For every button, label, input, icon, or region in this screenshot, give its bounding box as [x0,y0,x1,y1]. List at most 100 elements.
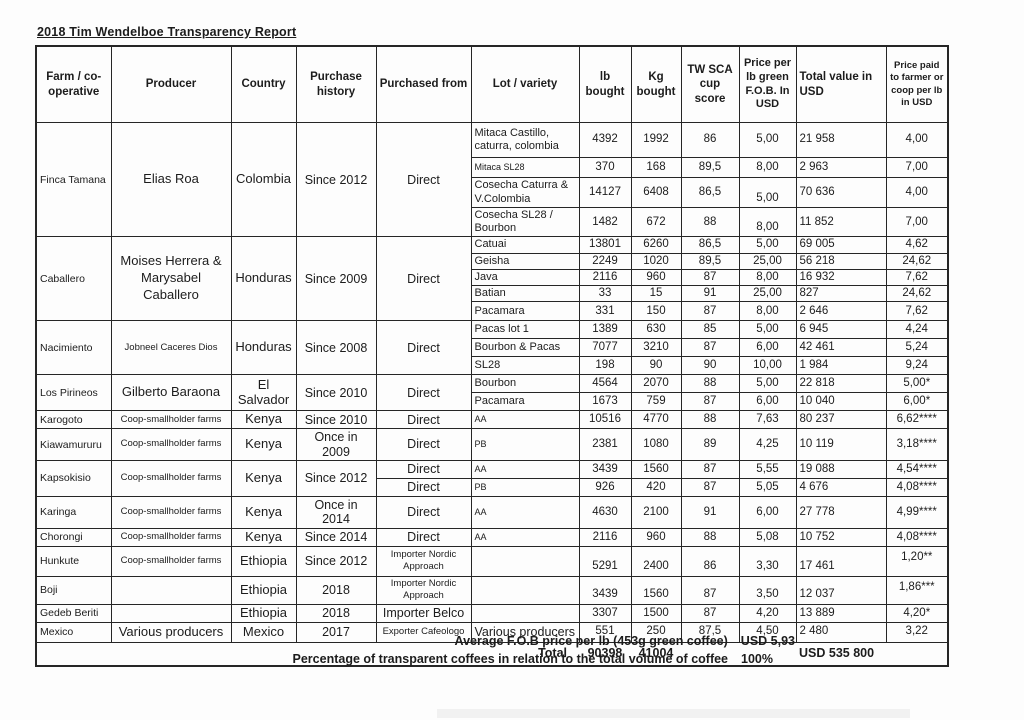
score-cell: 86 [680,122,740,158]
lot-cell: Bourbon & Pacas [470,338,580,358]
table-row: SL28 198 90 90 10,00 1 984 9,24 [36,356,949,376]
lot-cell: Pacamara [470,392,580,412]
score-cell: 89 [680,428,740,461]
kg-cell: 672 [630,206,682,238]
kg-cell: 960 [630,527,682,547]
lot-cell: Cosecha SL28 / Bourbon [470,206,580,238]
table-row: Los Pirineos Gilberto Baraona El Salvador S… [35,374,949,412]
lb-cell: 3439 [578,575,632,605]
lb-cell: 33 [578,285,632,303]
table-row: Batian 33 15 91 25,00 827 24,62 [36,285,949,303]
farmer-cell: 24,62 [885,285,949,303]
col-header-kg: Kg bought [630,45,682,123]
lb-cell: 4630 [578,495,632,529]
lot-cell: Pacamara [470,301,580,322]
table-row: Pacamara 1673 759 87 6,00 10 040 6,00* [36,392,949,412]
price-cell: 25,00 [738,285,797,303]
price-cell: 5,00 [738,122,797,158]
lb-cell: 370 [578,157,632,178]
kg-cell: 6260 [630,236,682,254]
transparency-pct-label: Percentage of transparent coffees in rel… [292,652,729,666]
kg-cell: 1500 [630,603,682,623]
price-cell: 4,50 [738,621,797,643]
table-header: Farm / co-operative Producer Country Purcha… [35,45,949,123]
total-cell: 6 945 [795,320,887,340]
total-cell: 56 218 [795,252,887,270]
producer-cell: Coop-smallholder farms [110,410,232,430]
total-cell: 2 646 [795,301,887,322]
total-cell: 22 818 [795,374,887,394]
lb-cell: 1673 [578,392,632,412]
total-cell: 2 480 [795,621,887,643]
country-cell: Kenya [230,495,297,529]
table-body: Finca Tamana Elias Roa Colombia Since 2012 D… [35,121,949,666]
farm-cell: Karinga [35,495,112,529]
price-cell: 5,00 [738,236,797,254]
lb-cell: 4392 [578,122,632,158]
table-row: Karogoto Coop-smallholder farms Kenya Since… [35,410,949,430]
col-header-lot: Lot / variety [470,45,580,123]
totals-lb: 90398 [587,646,623,661]
total-cell: 4 676 [795,477,887,497]
table-row: Chorongi Coop-smallholder farms Kenya Since… [35,527,949,547]
score-cell: 86 [680,545,740,577]
avg-fob-line: Average F.O.B price per lb (453g green c… [35,634,795,648]
lot-cell: AA [470,495,580,529]
farmer-cell: 4,00 [885,122,949,158]
total-cell: 80 237 [795,410,887,430]
kg-cell: 90 [630,356,682,376]
table-row: Hunkute Coop-smallholder farms Ethiopia Sin… [35,545,949,577]
lot-cell: AA [470,527,580,547]
score-cell: 87 [680,477,740,497]
score-cell: 86,5 [680,236,740,254]
lot-cell: AA [470,410,580,430]
from-cell: Direct [375,495,472,529]
history-cell: 2018 [295,575,377,605]
total-cell: 69 005 [795,236,887,254]
totals-kg: 41004 [638,646,674,661]
price-cell: 8,00 [738,157,797,178]
farmer-cell: 1,20** [885,545,949,577]
from-cell: Importer Nordic Approach [375,545,472,577]
lot-cell: Geisha [470,252,580,270]
country-cell: Kenya [230,459,297,497]
price-cell: 5,00 [738,177,797,208]
price-cell: 8,00 [738,301,797,322]
price-cell: 6,00 [738,338,797,358]
kg-cell: 1020 [630,252,682,270]
producer-cell: Coop-smallholder farms [110,459,232,497]
producer-cell: Coop-smallholder farms [110,545,232,577]
total-cell: 10 752 [795,527,887,547]
total-cell: 70 636 [795,177,887,208]
total-cell: 11 852 [795,206,887,238]
farm-cell: Finca Tamana [35,121,112,238]
producer-cell: Gilberto Baraona [110,374,232,412]
lb-cell: 13801 [578,236,632,254]
farm-cell: Los Pirineos [35,374,112,412]
score-cell: 91 [680,285,740,303]
from-cell: Direct [375,527,472,547]
col-header-score: TW SCA cup score [680,45,740,123]
score-cell: 87 [680,338,740,358]
lot-cell: AA [470,459,580,479]
country-cell: Ethiopia [230,545,297,577]
total-cell: 17 461 [795,545,887,577]
lot-cell: Various producers [470,621,580,643]
farm-cell: Nacimiento [35,320,112,376]
farmer-cell: 6,62**** [885,410,949,430]
farmer-cell: 4,08**** [885,477,949,497]
total-cell: 12 037 [795,575,887,605]
total-cell: 10 040 [795,392,887,412]
lot-cell: Pacas lot 1 [470,320,580,340]
country-cell: Kenya [230,527,297,547]
total-cell: 19 088 [795,459,887,479]
kg-cell: 420 [630,477,682,497]
kg-cell: 960 [630,268,682,287]
table-row: Karinga Coop-smallholder farms Kenya Once i… [35,495,949,529]
transparency-table: Farm / co-operative Producer Country Purcha… [35,45,949,667]
farmer-cell: 1,86*** [885,575,949,605]
summary-footer: Average F.O.B price per lb (453g green c… [35,634,795,670]
from-cell: Direct [375,121,472,238]
total-cell: 2 963 [795,157,887,178]
